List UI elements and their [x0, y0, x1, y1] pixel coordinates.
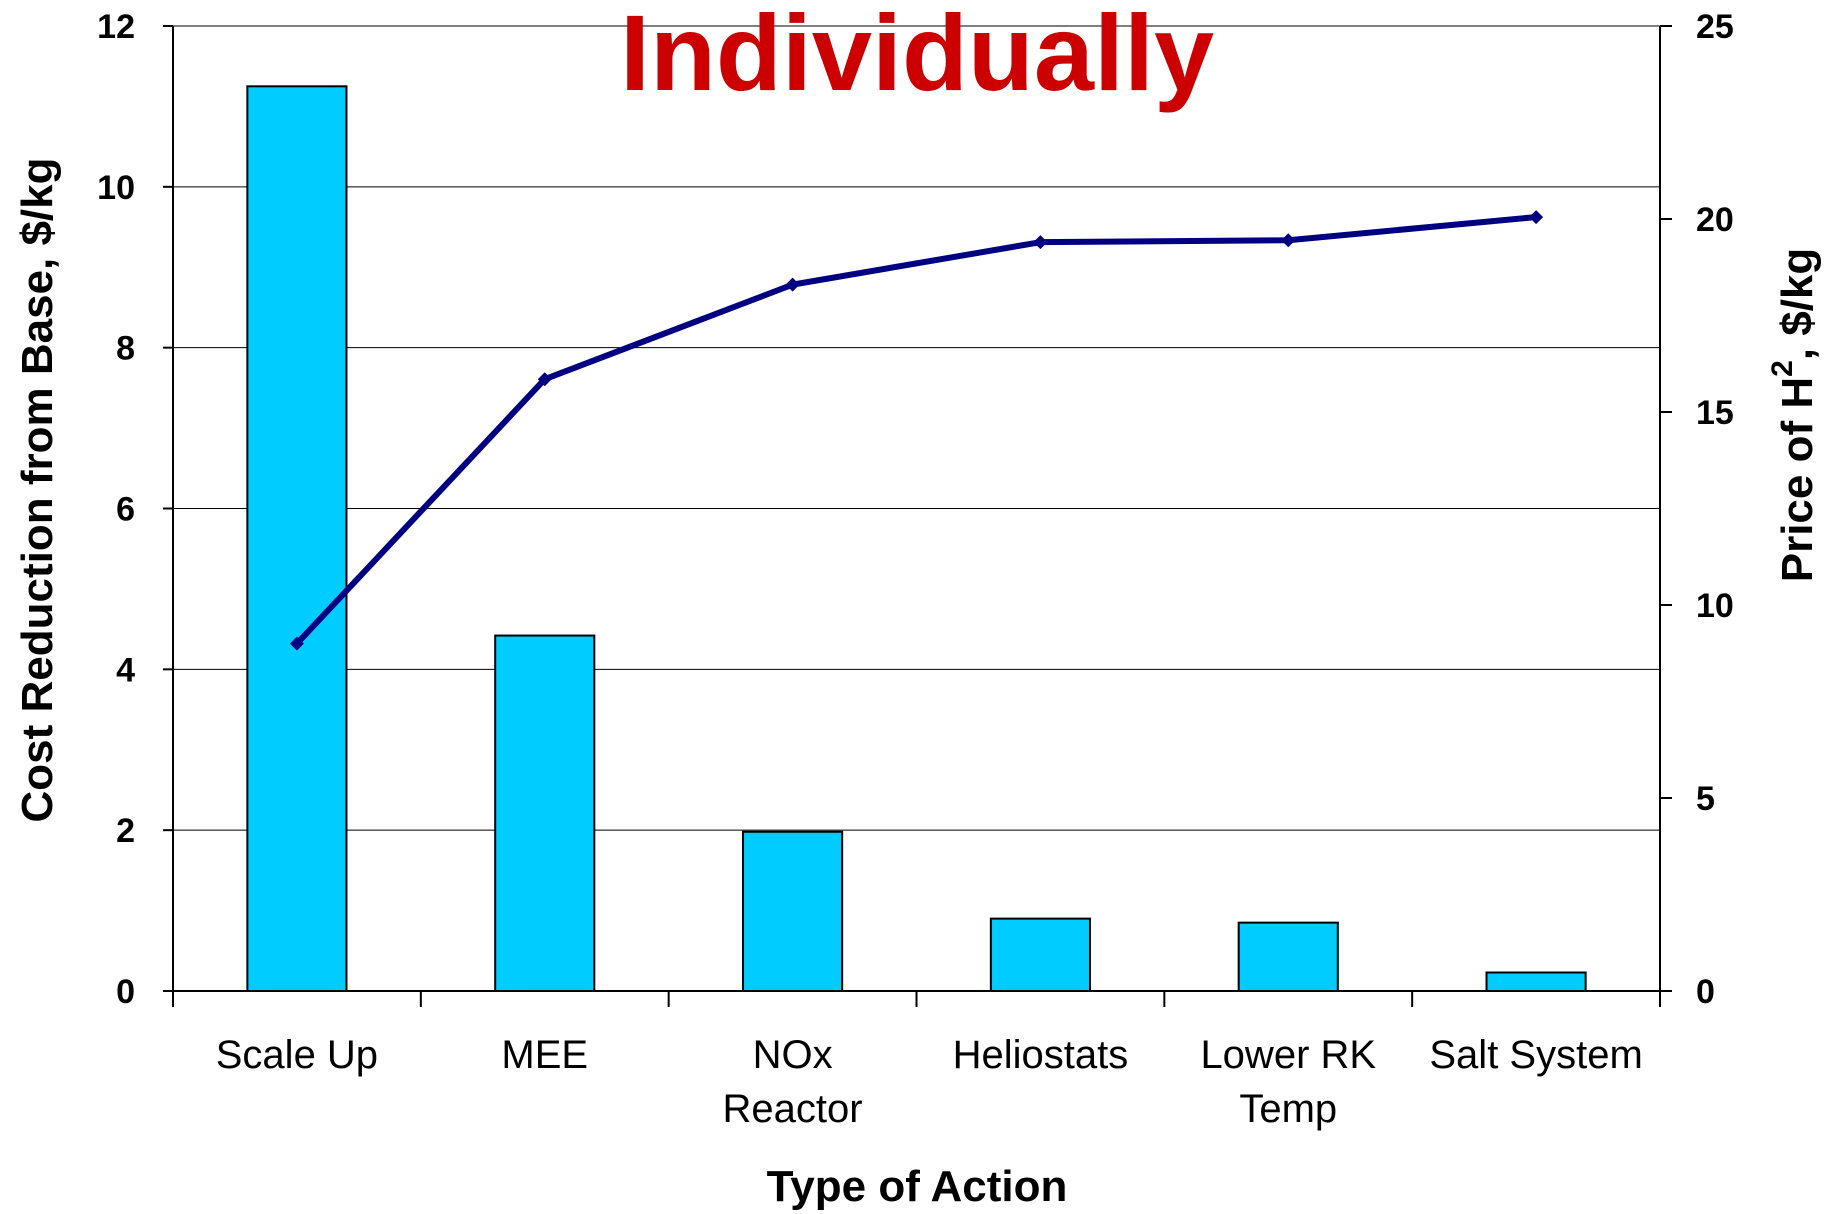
y2-tick-label: 25: [1696, 8, 1734, 46]
y2-tick-label: 10: [1696, 587, 1734, 625]
y-tick-label: 12: [97, 8, 135, 46]
series-line: [294, 214, 1537, 646]
labels: 0 2 4 6 8 10 12 0 5 10 15 20 25 Scale Up MEE NOx Reactor…: [97, 8, 1734, 1131]
series-marker: [1529, 210, 1544, 225]
y-axis-title: Cost Reduction from Base, $/kg: [13, 157, 62, 822]
y-tick-label: 4: [116, 651, 135, 689]
y-tick-label: 6: [116, 491, 135, 529]
bar: [1485, 971, 1587, 992]
bar: [1237, 921, 1339, 992]
y-tick-label: 10: [97, 169, 135, 207]
y2-tick-label: 0: [1696, 973, 1715, 1011]
y-tick-label: 8: [116, 330, 135, 368]
bar: [989, 917, 1091, 992]
x-tick-label: NOx Reactor: [723, 1033, 863, 1131]
x-axis-title: Type of Action: [767, 1162, 1068, 1211]
y2-tick-label: 15: [1696, 394, 1734, 432]
bar: [246, 85, 348, 992]
series-marker: [785, 277, 800, 292]
bar: [742, 830, 844, 993]
bars: [246, 85, 1587, 993]
axes: [163, 25, 1672, 1007]
y2-tick-label: 20: [1696, 201, 1734, 239]
y2-tick-label: 5: [1696, 780, 1715, 818]
gridlines: [173, 186, 1660, 831]
x-tick-label: Heliostats: [953, 1033, 1129, 1077]
x-tick-label: Scale Up: [216, 1033, 378, 1077]
x-tick-label: MEE: [501, 1033, 588, 1077]
series-marker: [1033, 235, 1048, 250]
y-tick-label: 0: [116, 973, 135, 1011]
series-marker: [537, 372, 552, 387]
series-marker: [1281, 233, 1296, 248]
series-marker: [289, 636, 304, 651]
x-tick-label: Salt System: [1429, 1033, 1642, 1077]
line-series: [289, 210, 1544, 651]
y-tick-label: 2: [116, 812, 135, 850]
y2-axis-title: Price of H2, $/kg: [1766, 248, 1822, 583]
bar: [494, 634, 596, 993]
chart-title: Individually: [620, 0, 1214, 113]
x-tick-label: Lower RK Temp: [1200, 1033, 1376, 1131]
